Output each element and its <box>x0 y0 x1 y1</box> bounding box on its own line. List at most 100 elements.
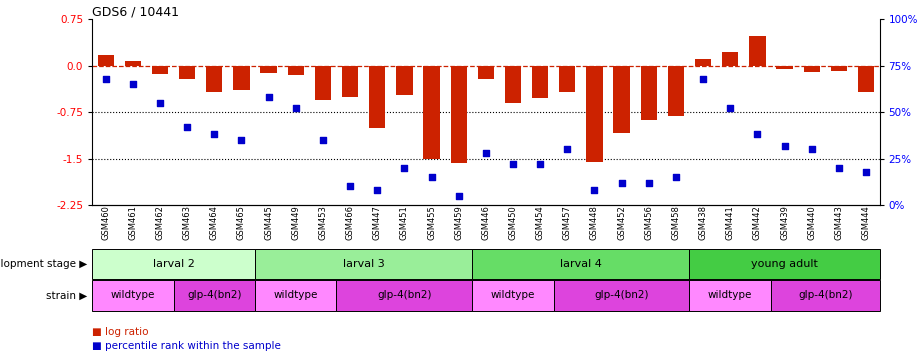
Point <box>425 174 439 180</box>
Bar <box>396 66 413 95</box>
Text: GSM450: GSM450 <box>508 205 518 240</box>
Point <box>478 150 493 156</box>
Text: wildtype: wildtype <box>491 290 535 301</box>
Bar <box>342 66 358 97</box>
Text: GSM464: GSM464 <box>210 205 219 240</box>
Point <box>723 106 738 111</box>
Point <box>532 161 547 167</box>
Text: GDS6 / 10441: GDS6 / 10441 <box>92 5 179 18</box>
Bar <box>690 280 771 311</box>
Bar <box>532 66 548 98</box>
Point <box>804 146 819 152</box>
Bar <box>152 66 169 74</box>
Bar <box>287 66 304 75</box>
Bar <box>831 66 847 71</box>
Point <box>288 106 303 111</box>
Point <box>560 146 575 152</box>
Text: GSM461: GSM461 <box>128 205 137 240</box>
Point <box>669 174 683 180</box>
Point <box>207 131 222 137</box>
Bar <box>668 66 684 116</box>
Point <box>641 180 656 186</box>
Text: larval 3: larval 3 <box>343 259 384 269</box>
Text: larval 2: larval 2 <box>153 259 194 269</box>
Bar <box>98 55 114 66</box>
Point <box>99 76 113 81</box>
Text: GSM451: GSM451 <box>400 205 409 240</box>
Point <box>750 131 764 137</box>
Text: GSM440: GSM440 <box>807 205 816 240</box>
Text: GSM442: GSM442 <box>752 205 762 240</box>
Bar <box>559 66 576 92</box>
Text: GSM449: GSM449 <box>291 205 300 240</box>
Text: wildtype: wildtype <box>111 290 155 301</box>
Bar <box>587 66 602 162</box>
Point <box>180 124 194 130</box>
Text: GSM452: GSM452 <box>617 205 626 240</box>
Text: GSM457: GSM457 <box>563 205 572 240</box>
Bar <box>478 66 494 79</box>
Point <box>234 137 249 143</box>
Bar <box>472 280 554 311</box>
Bar <box>803 66 820 72</box>
Bar <box>336 280 472 311</box>
Point <box>262 94 276 100</box>
Point <box>397 165 412 171</box>
Point <box>614 180 629 186</box>
Text: glp-4(bn2): glp-4(bn2) <box>798 290 853 301</box>
Bar <box>695 60 711 66</box>
Bar <box>749 36 765 66</box>
Bar <box>505 66 521 103</box>
Text: GSM460: GSM460 <box>101 205 111 240</box>
Bar <box>261 66 276 73</box>
Text: young adult: young adult <box>752 259 818 269</box>
Text: GSM465: GSM465 <box>237 205 246 240</box>
Bar <box>641 66 657 120</box>
Bar <box>857 66 874 92</box>
Bar <box>613 66 630 132</box>
Point <box>587 187 601 193</box>
Point <box>832 165 846 171</box>
Bar <box>255 280 336 311</box>
Point <box>451 193 466 198</box>
Text: GSM466: GSM466 <box>345 205 355 240</box>
Point <box>125 81 140 87</box>
Text: GSM448: GSM448 <box>590 205 599 240</box>
Text: development stage ▶: development stage ▶ <box>0 259 87 269</box>
Bar <box>206 66 223 92</box>
Text: glp-4(bn2): glp-4(bn2) <box>377 290 432 301</box>
Bar <box>776 66 793 69</box>
Text: ■ log ratio: ■ log ratio <box>92 327 148 337</box>
Point <box>695 76 710 81</box>
Bar <box>255 249 472 279</box>
Point <box>343 183 357 189</box>
Bar <box>179 66 195 79</box>
Text: GSM447: GSM447 <box>373 205 381 240</box>
Text: GSM459: GSM459 <box>454 205 463 240</box>
Text: GSM455: GSM455 <box>427 205 436 240</box>
Bar <box>771 280 880 311</box>
Bar <box>472 249 690 279</box>
Text: GSM453: GSM453 <box>319 205 327 240</box>
Point <box>777 143 792 149</box>
Text: GSM439: GSM439 <box>780 205 789 240</box>
Bar <box>92 249 255 279</box>
Bar <box>233 66 250 90</box>
Text: larval 4: larval 4 <box>560 259 601 269</box>
Bar <box>424 66 439 159</box>
Text: GSM445: GSM445 <box>264 205 274 240</box>
Point <box>153 100 168 106</box>
Point <box>858 169 873 174</box>
Text: strain ▶: strain ▶ <box>46 290 87 301</box>
Bar <box>173 280 255 311</box>
Bar <box>690 249 880 279</box>
Bar <box>124 61 141 66</box>
Bar <box>92 280 173 311</box>
Text: glp-4(bn2): glp-4(bn2) <box>187 290 241 301</box>
Text: GSM438: GSM438 <box>698 205 707 240</box>
Text: GSM458: GSM458 <box>671 205 681 240</box>
Point <box>370 187 385 193</box>
Bar <box>450 66 467 164</box>
Text: wildtype: wildtype <box>274 290 318 301</box>
Text: GSM443: GSM443 <box>834 205 844 240</box>
